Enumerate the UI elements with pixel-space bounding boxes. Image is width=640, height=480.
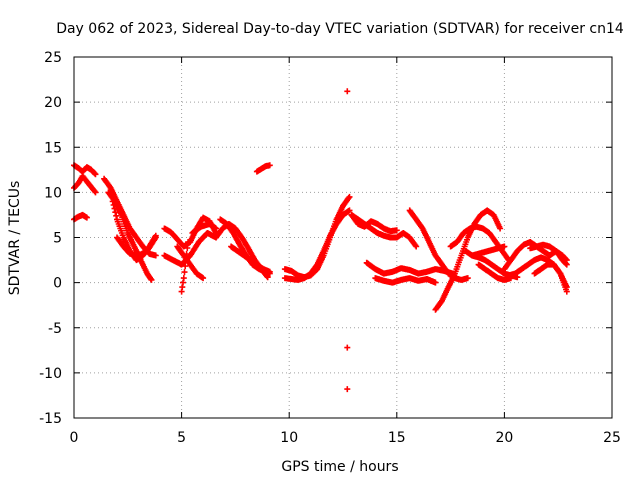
data-point-markers [432, 207, 504, 313]
series-arc-28 [447, 223, 512, 264]
data-point-markers [178, 239, 192, 295]
x-tick-label: 20 [495, 430, 513, 446]
data-point-markers [344, 88, 351, 95]
y-tick-label: -5 [48, 321, 62, 337]
series-arc-31 [469, 243, 508, 259]
series-arc-30 [475, 261, 514, 283]
series-arc-07 [114, 234, 159, 259]
data-point-markers [228, 243, 273, 275]
data-point-markers [71, 162, 99, 178]
series-arc-11 [178, 239, 192, 295]
series-arc-35 [531, 261, 570, 295]
y-tick-label: 25 [44, 50, 62, 66]
series-arc-23 [348, 211, 400, 235]
data-points [71, 88, 570, 393]
y-tick-label: 20 [44, 95, 62, 111]
y-tick-label: 0 [53, 276, 62, 292]
series-arc-27 [432, 207, 504, 313]
y-tick-label: 5 [53, 231, 62, 247]
y-tick-label: 10 [44, 185, 62, 201]
y-tick-label: -10 [39, 366, 62, 382]
series-arc-01 [71, 162, 99, 178]
series-arc-16 [253, 162, 273, 175]
x-tick-label: 25 [603, 430, 621, 446]
data-point-markers [253, 162, 273, 175]
y-tick-label: -15 [39, 411, 62, 427]
data-point-markers [344, 386, 351, 393]
data-point-markers [527, 241, 570, 264]
series-arc-19 [344, 88, 351, 95]
y-axis-label: SDTVAR / TECUs [7, 181, 23, 296]
series-arc-25 [372, 275, 439, 286]
data-point-markers [531, 261, 570, 295]
x-tick-label: 0 [70, 430, 79, 446]
x-tick-label: 5 [177, 430, 186, 446]
data-point-markers [189, 221, 219, 236]
x-tick-label: 15 [388, 430, 406, 446]
data-point-markers [114, 234, 159, 259]
data-point-markers [281, 207, 353, 283]
data-point-markers [475, 261, 514, 283]
series-arc-18 [281, 207, 353, 283]
series-arc-21 [344, 386, 351, 393]
series-arc-15 [228, 243, 273, 275]
series-arc-12 [189, 221, 219, 236]
series-arc-34 [527, 241, 570, 264]
data-point-markers [344, 344, 351, 351]
axis-ticks: 0 5 10 15 20 25 25 20 15 10 5 0 -5 -10 -15 [39, 50, 621, 446]
series-arc-20 [344, 344, 351, 351]
grid-lines [74, 57, 612, 418]
data-point-markers [469, 243, 508, 259]
data-point-markers [348, 211, 400, 235]
data-point-markers [447, 223, 512, 264]
x-axis-label: GPS time / hours [281, 459, 398, 475]
y-tick-label: 15 [44, 140, 62, 156]
x-tick-label: 10 [280, 430, 298, 446]
data-point-markers [372, 275, 439, 286]
chart-title: Day 062 of 2023, Sidereal Day-to-day VTE… [56, 21, 624, 37]
